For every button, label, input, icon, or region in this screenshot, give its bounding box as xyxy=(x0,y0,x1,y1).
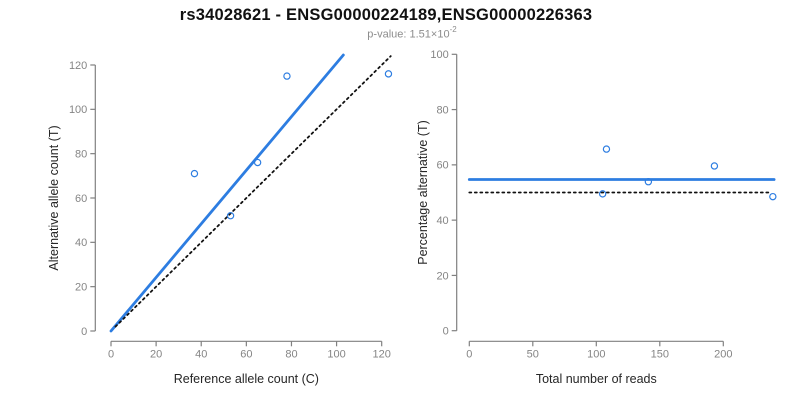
y-tick-label: 60 xyxy=(436,160,448,172)
data-point xyxy=(384,70,393,78)
pvalue-exponent: -2 xyxy=(449,25,457,34)
y-tick-label: 20 xyxy=(436,270,448,282)
data-point xyxy=(253,158,262,167)
pvalue-subtitle: p-value: 1.51×10-2 xyxy=(0,25,800,41)
data-point xyxy=(598,190,607,198)
y-tick-label: 0 xyxy=(443,326,449,338)
allele-counts-plot: 0 20 40 60 80 100 120 Alternative allele count … xyxy=(47,53,393,386)
x-tick-label: 40 xyxy=(195,348,207,360)
x-tick-label: 200 xyxy=(714,348,732,360)
x-tick-label: 60 xyxy=(240,348,252,360)
regression-line xyxy=(109,53,345,333)
y-tick-label: 60 xyxy=(75,193,87,205)
x-tick-label: 20 xyxy=(150,348,162,360)
x-tick-label: 50 xyxy=(527,348,539,360)
x-tick-label: 150 xyxy=(651,348,669,360)
x-tick-label: 0 xyxy=(466,348,472,360)
y-axis-label: Percentage alternative (T) xyxy=(416,120,430,265)
x-tick-label: 120 xyxy=(373,348,391,360)
y-tick-label: 120 xyxy=(69,60,87,72)
data-point xyxy=(226,212,235,220)
pvalue-text: p-value: 1.51×10 xyxy=(367,28,450,41)
x-axis-label: Total number of reads xyxy=(536,372,657,386)
x-tick-label: 0 xyxy=(108,348,114,360)
y-tick-label: 100 xyxy=(430,49,448,61)
x-tick-label: 100 xyxy=(587,348,605,360)
data-point xyxy=(283,72,291,80)
identity-line xyxy=(114,55,392,328)
y-axis: 0 20 40 60 80 100 120 xyxy=(69,60,96,338)
y-tick-label: 0 xyxy=(81,326,87,338)
data-point xyxy=(710,162,719,170)
y-axis: 0 20 40 60 80 100 xyxy=(430,49,458,338)
y-tick-label: 40 xyxy=(436,215,448,227)
y-tick-label: 40 xyxy=(75,237,87,249)
percentage-reads-plot: 0 20 40 60 80 100 Percentage alternative (T) 0 5… xyxy=(416,49,777,386)
figure-title: rs34028621 - ENSG00000224189,ENSG0000022… xyxy=(179,6,593,24)
y-axis-label: Alternative allele count (T) xyxy=(47,125,61,270)
data-point xyxy=(602,145,611,153)
y-tick-label: 20 xyxy=(75,282,87,294)
data-point xyxy=(644,178,653,186)
data-point xyxy=(190,169,199,178)
y-tick-label: 80 xyxy=(436,104,448,116)
y-tick-label: 100 xyxy=(69,104,87,116)
x-axis: 0 20 40 60 80 100 120 xyxy=(108,340,391,360)
x-tick-label: 100 xyxy=(327,348,345,360)
y-tick-label: 80 xyxy=(75,149,87,161)
data-point xyxy=(769,192,777,201)
x-axis: 0 50 100 150 200 xyxy=(466,340,732,360)
x-tick-label: 80 xyxy=(285,348,297,360)
x-axis-label: Reference allele count (C) xyxy=(174,372,319,386)
